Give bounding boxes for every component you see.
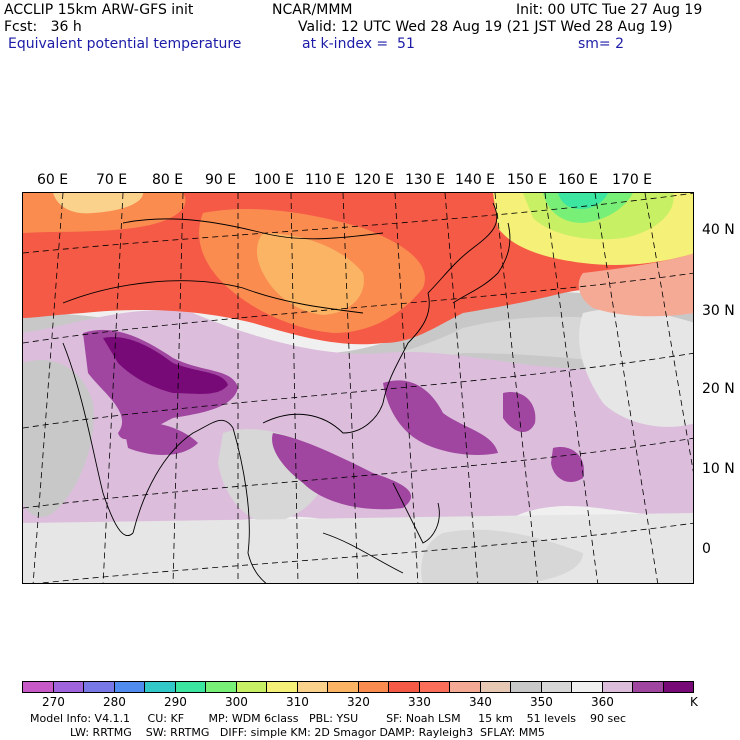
coastline-china-east	[382, 292, 430, 404]
lat-label: 20 N	[702, 381, 735, 397]
colorbar-tick: 290	[164, 695, 187, 709]
theta-e-310-region	[53, 193, 143, 214]
level-index: at k-index = 51	[302, 36, 415, 52]
colorbar-swatch	[419, 682, 450, 692]
coastline-india-east	[132, 419, 234, 534]
field-name: Equivalent potential temperature	[8, 36, 242, 52]
colorbar-tick: 300	[225, 695, 248, 709]
forecast-hour: Fcst: 36 h	[4, 19, 82, 35]
longitude-line	[102, 193, 124, 583]
colorbar-unit: K	[690, 695, 698, 709]
valid-time: Valid: 12 UTC Wed 28 Aug 19 (21 JST Wed …	[298, 19, 673, 35]
lon-label: 60 E	[37, 172, 69, 188]
lon-label: 80 E	[152, 172, 184, 188]
colorbar-swatch	[328, 682, 359, 692]
colorbar-swatch	[663, 682, 693, 692]
longitude-line	[444, 193, 479, 583]
smoothing-label: sm= 2	[578, 36, 625, 52]
lon-label: 100 E	[254, 172, 295, 188]
theta-e-grey-patch	[23, 359, 94, 518]
coastline-japan	[452, 222, 511, 304]
colorbar-swatch	[389, 682, 420, 692]
theta-e-high-core	[272, 433, 412, 510]
model-info-line2: LW: RRTMG SW: RRTMG DIFF: simple KM: 2D …	[70, 726, 545, 739]
colorbar-tick: 340	[469, 695, 492, 709]
theta-e-high-core	[123, 421, 198, 455]
colorbar-tick: 280	[103, 695, 126, 709]
init-time: Init: 00 UTC Tue 27 Aug 19	[516, 2, 703, 18]
longitude-line	[544, 193, 599, 583]
longitude-line	[494, 193, 539, 583]
lat-label: 40 N	[702, 222, 735, 238]
longitude-line	[342, 193, 359, 583]
lon-label: 170 E	[612, 172, 653, 188]
coastline-india-west	[62, 342, 134, 536]
center-label: NCAR/MMM	[272, 2, 353, 18]
colorbar-swatch	[206, 682, 237, 692]
longitude-line	[32, 193, 64, 583]
model-info-line1: Model Info: V4.1.1 CU: KF MP: WDM 6class…	[30, 712, 627, 725]
lat-label: 10 N	[702, 461, 735, 477]
colorbar-swatch	[267, 682, 298, 692]
model-title: ACCLIP 15km ARW-GFS init	[4, 2, 194, 18]
coastline-philippines	[392, 482, 440, 544]
theta-e-high-core	[383, 380, 498, 455]
colorbar-swatch	[175, 682, 206, 692]
lon-label: 110 E	[305, 172, 346, 188]
theta-e-map	[22, 192, 694, 584]
colorbar-tick: 350	[530, 695, 553, 709]
colorbar-swatch	[450, 682, 481, 692]
lon-label: 160 E	[558, 172, 599, 188]
theta-e-high-core	[103, 337, 228, 394]
colorbar-tick: 330	[408, 695, 431, 709]
colorbar-swatch	[602, 682, 633, 692]
colorbar-swatch	[84, 682, 115, 692]
lat-label: 0	[702, 541, 711, 557]
graticule	[23, 193, 693, 583]
lon-label: 70 E	[96, 172, 128, 188]
longitude-line	[172, 193, 184, 583]
colorbar-swatch	[23, 682, 54, 692]
colorbar-swatch	[297, 682, 328, 692]
colorbar-swatch	[114, 682, 145, 692]
lon-label: 90 E	[205, 172, 237, 188]
colorbar-swatch	[541, 682, 572, 692]
coastline-malay	[232, 427, 267, 583]
theta-e-315-region	[257, 233, 364, 315]
colorbar-swatch	[358, 682, 389, 692]
coastline-indochina	[262, 402, 384, 434]
lon-label: 140 E	[455, 172, 496, 188]
border-line	[62, 280, 364, 314]
colorbar-tick: 270	[42, 695, 65, 709]
longitude-line	[290, 193, 299, 583]
theta-e-grey-patch	[579, 308, 693, 427]
theta-e-340-region	[578, 253, 693, 317]
coastline-korea	[427, 202, 498, 294]
colorbar-swatch	[572, 682, 603, 692]
colorbar-swatch	[236, 682, 267, 692]
lon-label: 120 E	[354, 172, 395, 188]
longitude-line	[594, 193, 659, 583]
lat-label: 30 N	[702, 303, 735, 319]
lon-label: 150 E	[507, 172, 548, 188]
coastlines	[62, 202, 511, 583]
colorbar-tick: 310	[286, 695, 309, 709]
colorbar-swatch	[53, 682, 84, 692]
colorbar-swatch	[633, 682, 664, 692]
border-line	[122, 218, 384, 240]
theta-e-grey-patch	[421, 529, 583, 583]
colorbar	[22, 681, 694, 693]
longitude-line	[394, 193, 419, 583]
colorbar-swatch	[480, 682, 511, 692]
colorbar-swatch	[145, 682, 176, 692]
lon-label: 130 E	[405, 172, 446, 188]
coastline-borneo	[322, 532, 404, 574]
theta-e-high-core	[551, 447, 584, 483]
colorbar-swatch	[511, 682, 542, 692]
map-canvas	[23, 193, 693, 583]
colorbar-tick: 360	[591, 695, 614, 709]
colorbar-tick: 320	[347, 695, 370, 709]
